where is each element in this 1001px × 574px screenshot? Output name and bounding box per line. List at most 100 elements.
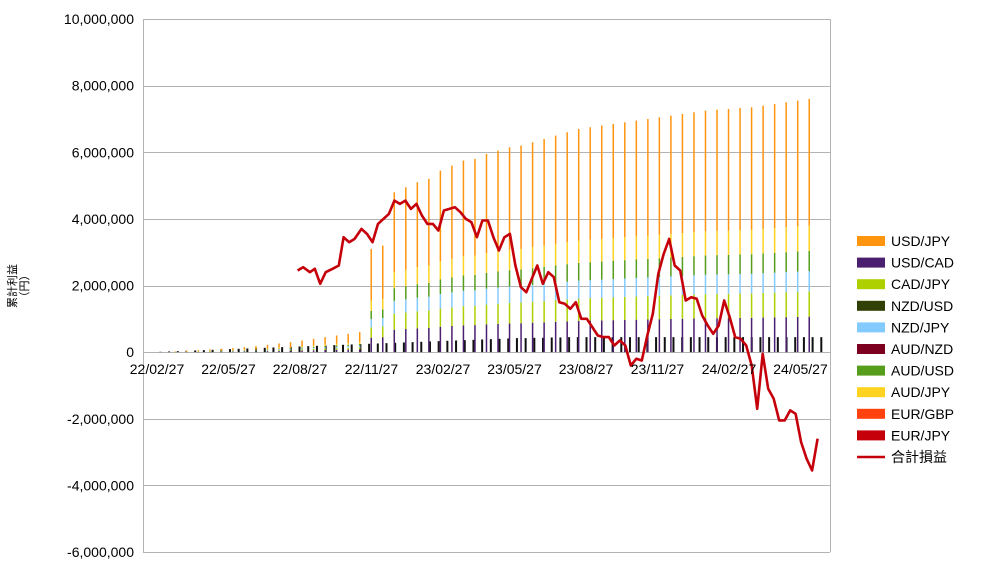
- bar-segment: [243, 350, 246, 352]
- bar-segment: [704, 255, 707, 275]
- bar-segment: [382, 326, 384, 338]
- bar-segment: [612, 320, 615, 353]
- legend-item: AUD/USD: [857, 363, 954, 379]
- bar-segment: [773, 252, 776, 273]
- bar-segment: [255, 350, 257, 352]
- bar-segment: [451, 326, 453, 353]
- bar-segment: [358, 345, 361, 348]
- x-tick-label: 22/02/27: [130, 361, 185, 377]
- bar-segment: [416, 267, 419, 285]
- bar-segment: [324, 348, 326, 351]
- x-tick-label: 23/02/27: [416, 361, 471, 377]
- bar-segment: [347, 342, 349, 345]
- bar-eurjpy: [507, 338, 510, 353]
- bar-segment: [474, 274, 476, 291]
- bar-segment: [543, 245, 545, 267]
- bar-segment: [497, 271, 499, 288]
- legend-item: CAD/JPY: [857, 276, 951, 292]
- legend-swatch: [857, 344, 885, 354]
- bar-segment: [520, 269, 522, 287]
- bar-eurjpy: [385, 343, 388, 353]
- bar-segment: [762, 105, 764, 229]
- bar-segment: [693, 112, 695, 233]
- bar-segment: [393, 300, 396, 314]
- bar-segment: [554, 300, 557, 322]
- x-tick-label: 22/05/27: [201, 361, 256, 377]
- legend-item: EUR/GBP: [857, 406, 954, 422]
- legend-swatch: [857, 408, 885, 419]
- legend-swatch: [857, 257, 885, 268]
- bar-segment: [531, 142, 534, 248]
- bar-segment: [462, 290, 465, 307]
- bar-segment: [704, 274, 707, 295]
- bar-eurjpy: [237, 348, 240, 353]
- bar-segment: [266, 348, 269, 350]
- bar-eurjpy: [768, 337, 771, 353]
- bar-eurjpy: [542, 337, 545, 353]
- bar-segment: [508, 249, 511, 271]
- bar-segment: [301, 348, 303, 350]
- bar-segment: [762, 292, 764, 318]
- y-axis-label-text: 累計利益 （円）: [5, 264, 31, 308]
- bar-eurjpy: [315, 345, 318, 353]
- bar-segment: [566, 281, 568, 300]
- bar-series: [159, 98, 823, 353]
- bar-eurjpy: [428, 341, 431, 353]
- bar-segment: [428, 282, 430, 297]
- x-tick-label: 22/08/27: [273, 361, 328, 377]
- bar-segment: [658, 295, 661, 320]
- bar-segment: [186, 351, 188, 352]
- bar-segment: [773, 228, 776, 253]
- bar-segment: [462, 325, 465, 353]
- bar-eurjpy: [281, 347, 284, 353]
- bar-segment: [658, 319, 661, 353]
- bar-segment: [416, 182, 419, 268]
- bar-segment: [554, 135, 557, 244]
- legend-label: 合計損益: [891, 449, 947, 465]
- y-tick-label: -6,000,000: [67, 544, 134, 560]
- x-tick-label: 23/05/27: [487, 361, 542, 377]
- bar-segment: [324, 347, 326, 349]
- bar-eurjpy: [759, 337, 762, 353]
- bar-segment: [601, 297, 603, 321]
- bar-segment: [716, 255, 718, 275]
- legend-swatch: [857, 300, 885, 311]
- bar-eurjpy: [263, 347, 266, 353]
- bar-segment: [358, 332, 361, 343]
- bar-segment: [554, 265, 557, 283]
- bar-eurjpy: [211, 349, 214, 353]
- bar-eurjpy: [489, 339, 492, 353]
- bar-segment: [658, 234, 661, 259]
- bar-segment: [520, 302, 522, 324]
- bar-segment: [462, 256, 465, 276]
- legend-label: AUD/USD: [891, 363, 954, 379]
- bar-eurjpy: [550, 337, 553, 353]
- bar-segment: [474, 325, 476, 353]
- bar-segment: [416, 284, 419, 298]
- bar-segment: [739, 230, 741, 255]
- bar-eurjpy: [628, 337, 631, 353]
- bar-segment: [739, 273, 741, 294]
- bar-segment: [232, 351, 234, 353]
- bar-segment: [439, 170, 442, 262]
- bar-segment: [704, 110, 707, 232]
- bar-segment: [508, 302, 511, 324]
- legend-label: NZD/USD: [891, 298, 953, 314]
- bar-segment: [520, 323, 522, 353]
- bar-eurjpy: [602, 337, 605, 353]
- bar-segment: [497, 287, 499, 304]
- bar-segment: [301, 340, 303, 347]
- bar-segment: [762, 317, 764, 353]
- bar-segment: [612, 123, 615, 239]
- bar-eurjpy: [698, 337, 701, 353]
- bar-segment: [531, 247, 534, 269]
- bar-eurjpy: [498, 338, 501, 353]
- bar-segment: [439, 308, 442, 327]
- bar-segment: [324, 350, 326, 353]
- bar-segment: [324, 346, 326, 348]
- bar-segment: [232, 351, 234, 352]
- bar-eurjpy: [394, 342, 397, 353]
- bar-segment: [773, 103, 776, 229]
- bar-segment: [485, 153, 488, 254]
